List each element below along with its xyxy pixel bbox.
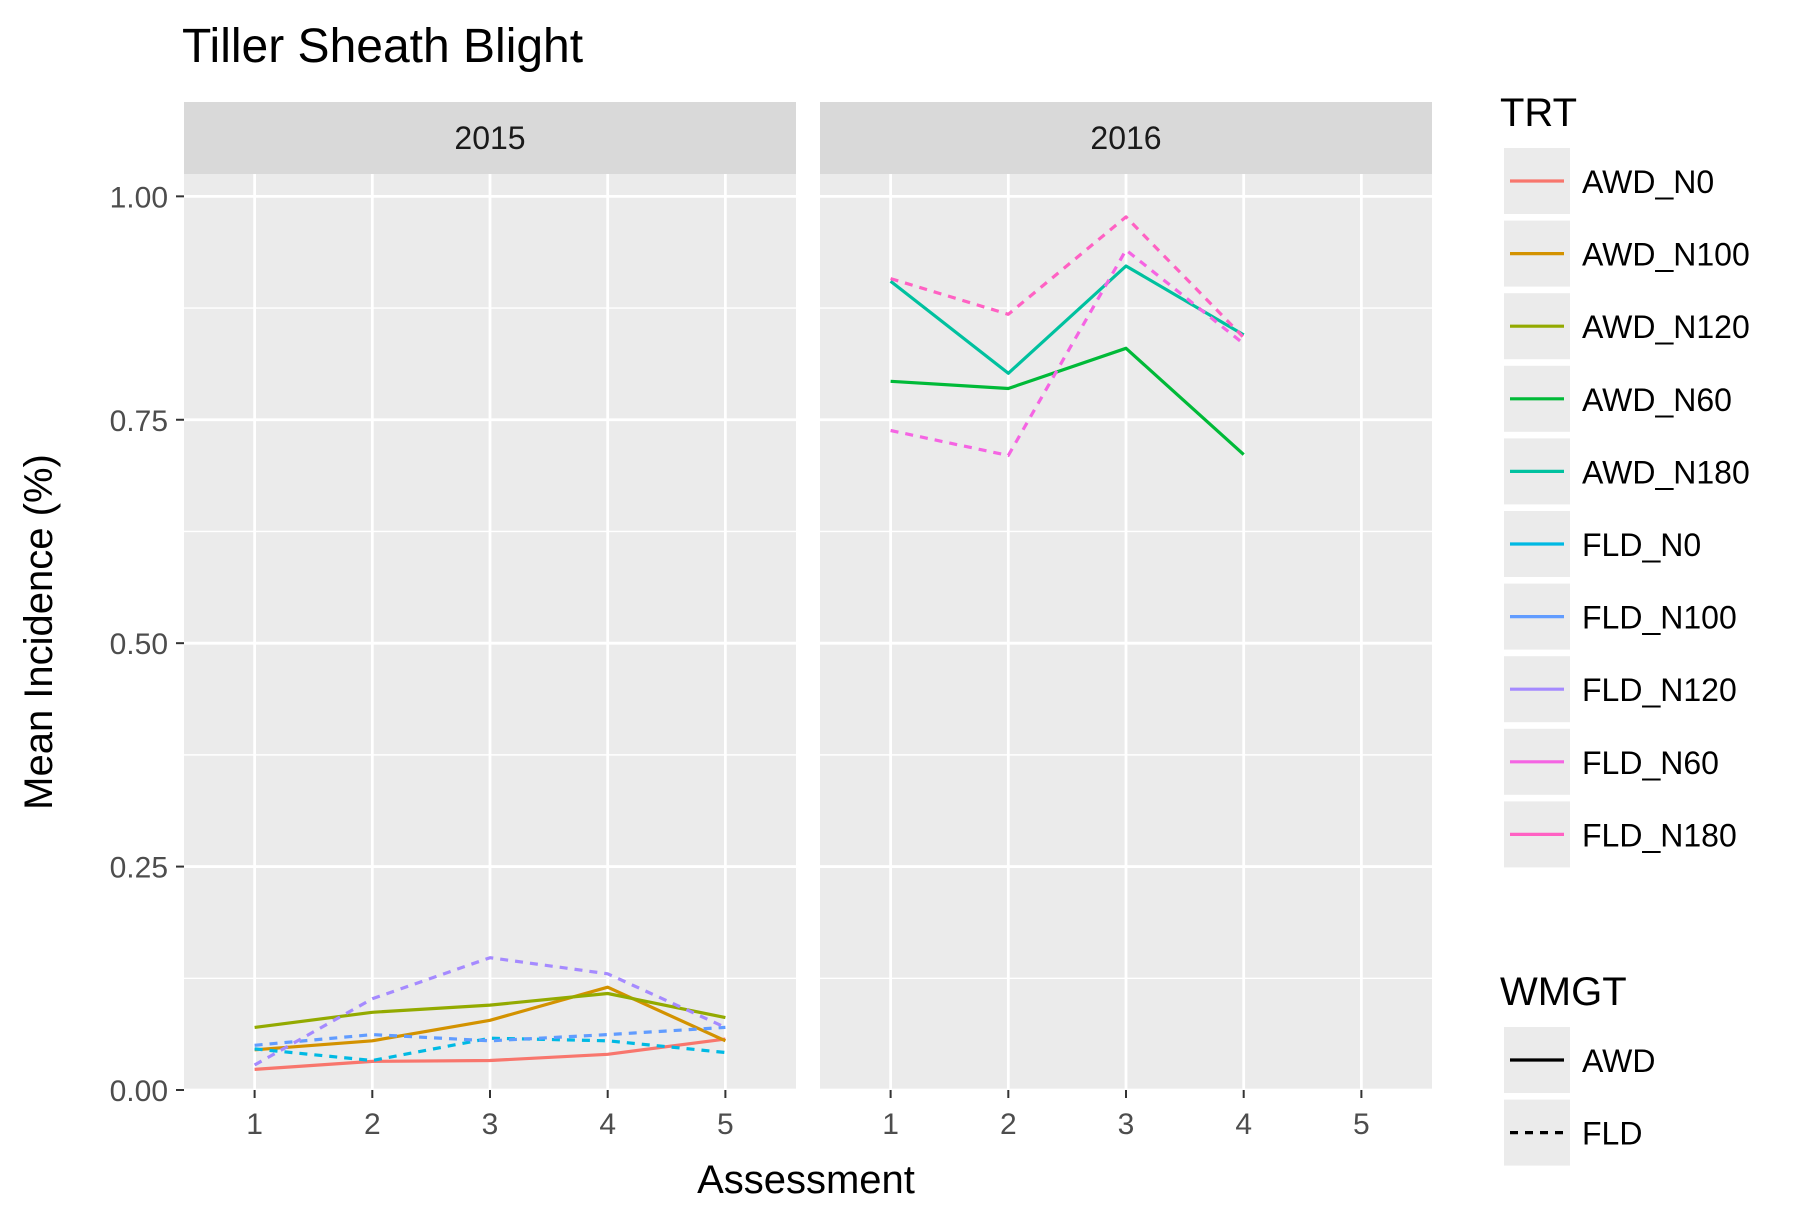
x-tick-label: 4 bbox=[599, 1108, 616, 1141]
series-line-fld-n60 bbox=[890, 248, 1245, 458]
legend-trt-label: AWD_N100 bbox=[1582, 237, 1750, 273]
x-tick-label: 2 bbox=[1000, 1108, 1017, 1141]
legend-trt-title: TRT bbox=[1500, 91, 1577, 135]
y-tick-label: 0.75 bbox=[110, 405, 168, 438]
legend-trt-item: FLD_N100 bbox=[1504, 583, 1737, 650]
y-axis-label: Mean Incidence (%) bbox=[17, 454, 61, 810]
legend-trt-item: AWD_N60 bbox=[1504, 365, 1732, 432]
legend-trt-item: FLD_N60 bbox=[1504, 728, 1719, 795]
legend-wmgt-title: WMGT bbox=[1500, 970, 1627, 1014]
legend-trt-label: FLD_N0 bbox=[1582, 527, 1701, 563]
series-line-fld-n180 bbox=[890, 215, 1245, 339]
chart-title: Tiller Sheath Blight bbox=[182, 20, 583, 73]
facet-strip bbox=[184, 102, 796, 174]
x-tick-label: 2 bbox=[364, 1108, 381, 1141]
legend-trt-label: AWD_N120 bbox=[1582, 309, 1750, 345]
facet-panels: 0.00 0.25 0.50 0.75 1.00 2015 1 2 3 4 5 2016 1 2 3 4 5 bbox=[110, 102, 1432, 1141]
legend-trt-label: FLD_N60 bbox=[1582, 745, 1719, 781]
legend-trt-label: AWD_N60 bbox=[1582, 382, 1732, 418]
legend-trt-label: AWD_N0 bbox=[1582, 164, 1714, 200]
x-tick-label: 3 bbox=[1118, 1108, 1135, 1141]
legend-trt-label: FLD_N100 bbox=[1582, 600, 1737, 636]
facet-strip-label: 2015 bbox=[454, 120, 525, 156]
facet-panel-2015: 2015 1 2 3 4 5 bbox=[184, 102, 796, 1141]
x-tick-label: 3 bbox=[482, 1108, 499, 1141]
series-line-awd-n60 bbox=[890, 346, 1245, 456]
series-line-awd-n0 bbox=[254, 1037, 726, 1071]
legend-trt-item: AWD_N0 bbox=[1504, 148, 1714, 214]
legend-wmgt-label: FLD bbox=[1582, 1116, 1642, 1152]
series-line-fld-n120 bbox=[253, 956, 727, 1067]
series-line-fld-n100 bbox=[254, 1025, 726, 1047]
legend-trt-item: FLD_N0 bbox=[1504, 511, 1701, 577]
legend-trt: TRT AWD_N0 AWD_N100 AWD_N120 AWD_N60 AWD_N18… bbox=[1500, 91, 1750, 868]
legend-trt-label: AWD_N180 bbox=[1582, 454, 1750, 490]
legend-wmgt-item: FLD bbox=[1504, 1099, 1642, 1166]
x-tick-label: 1 bbox=[246, 1108, 263, 1141]
legend-trt-item: AWD_N100 bbox=[1504, 220, 1750, 287]
x-tick-label: 1 bbox=[882, 1108, 899, 1141]
facet-panel-2016: 2016 1 2 3 4 5 bbox=[820, 102, 1432, 1141]
legend-trt-item: FLD_N120 bbox=[1504, 656, 1737, 723]
legend-wmgt: WMGT AWD FLD bbox=[1500, 970, 1655, 1166]
legend-trt-label: FLD_N120 bbox=[1582, 672, 1737, 708]
y-tick-label: 0.00 bbox=[110, 1075, 168, 1108]
legend-wmgt-label: AWD bbox=[1582, 1043, 1655, 1079]
legend-trt-label: FLD_N180 bbox=[1582, 817, 1737, 853]
series-line-fld-n0 bbox=[254, 1036, 726, 1063]
x-axis-label: Assessment bbox=[697, 1158, 915, 1200]
legend-trt-item: AWD_N120 bbox=[1504, 293, 1750, 360]
x-tick-label: 4 bbox=[1235, 1108, 1252, 1141]
y-tick-label: 0.25 bbox=[110, 852, 168, 885]
x-tick-label: 5 bbox=[717, 1108, 734, 1141]
legend-trt-item: FLD_N180 bbox=[1504, 801, 1737, 868]
facet-strip bbox=[820, 102, 1432, 174]
series-line-awd-n120 bbox=[254, 991, 726, 1029]
legend-wmgt-item: AWD bbox=[1504, 1027, 1655, 1093]
x-tick-label: 5 bbox=[1353, 1108, 1370, 1141]
y-tick-label: 0.50 bbox=[110, 628, 168, 661]
facet-strip-label: 2016 bbox=[1090, 120, 1161, 156]
legend-trt-item: AWD_N180 bbox=[1504, 438, 1750, 505]
series-line-awd-n180 bbox=[889, 264, 1245, 375]
y-tick-label: 1.00 bbox=[110, 181, 168, 214]
series-line-awd-n100 bbox=[254, 985, 727, 1052]
